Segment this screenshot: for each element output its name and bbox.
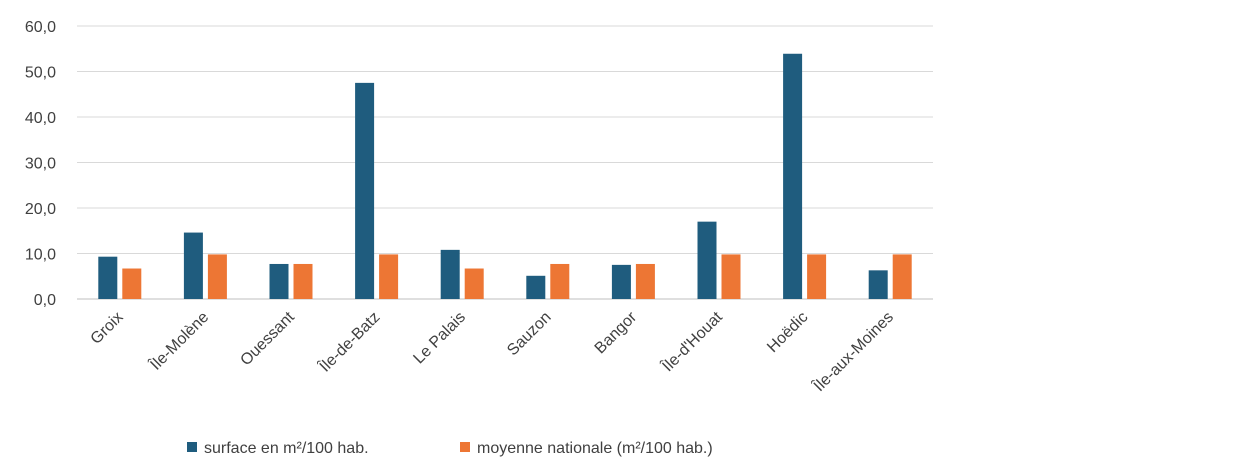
bar-surface-7 (697, 221, 717, 299)
y-axis-ticks: 0,0 10,0 20,0 30,0 40,0 50,0 60,0 (25, 19, 56, 309)
bars (98, 53, 912, 299)
x-tick-label: Hoëdic (764, 309, 811, 356)
y-tick-label: 30,0 (25, 156, 56, 173)
bar-moyenne-4 (464, 268, 484, 299)
bar-moyenne-0 (122, 268, 142, 299)
bar-moyenne-9 (892, 254, 912, 299)
bar-surface-4 (440, 249, 460, 299)
x-tick-label: Île-Molène (145, 307, 212, 374)
y-tick-label: 10,0 (25, 247, 56, 264)
x-tick-label: Sauzon (504, 309, 554, 359)
y-tick-label: 20,0 (25, 201, 56, 218)
x-tick-label: Le Palais (410, 309, 469, 368)
legend-swatch-1 (460, 442, 470, 452)
legend-label-1: moyenne nationale (m²/100 hab.) (477, 440, 713, 457)
x-tick-label: Île-de-Batz (315, 307, 384, 376)
bar-surface-5 (526, 275, 546, 299)
bar-surface-0 (98, 256, 118, 299)
bar-moyenne-5 (550, 263, 570, 299)
x-tick-label: Bangor (592, 308, 641, 357)
y-tick-label: 50,0 (25, 65, 56, 82)
bar-moyenne-8 (807, 254, 827, 299)
bar-moyenne-1 (207, 254, 227, 299)
bar-moyenne-6 (635, 263, 655, 299)
bar-surface-9 (868, 270, 888, 299)
bar-surface-3 (355, 82, 375, 299)
gridlines (77, 25, 933, 300)
legend: surface en m²/100 hab. moyenne nationale … (187, 440, 713, 457)
bar-moyenne-3 (379, 254, 399, 299)
bar-surface-6 (611, 264, 631, 299)
x-axis-ticks: Groix Île-Molène Ouessant Île-de-Batz Le Pal… (88, 307, 897, 396)
x-tick-label: Île-aux-Moines (809, 307, 897, 395)
y-tick-label: 0,0 (34, 292, 56, 309)
legend-label-0: surface en m²/100 hab. (204, 440, 369, 457)
x-tick-label: Ouessant (237, 308, 298, 369)
bar-moyenne-7 (721, 254, 741, 299)
y-tick-label: 40,0 (25, 110, 56, 127)
y-tick-label: 60,0 (25, 19, 56, 36)
legend-swatch-0 (187, 442, 197, 452)
bar-surface-8 (783, 53, 803, 299)
bar-surface-1 (183, 232, 203, 299)
x-tick-label: Île-d'Houat (657, 307, 726, 376)
x-tick-label: Groix (88, 309, 127, 348)
bar-moyenne-2 (293, 263, 313, 299)
bar-surface-2 (269, 263, 289, 299)
